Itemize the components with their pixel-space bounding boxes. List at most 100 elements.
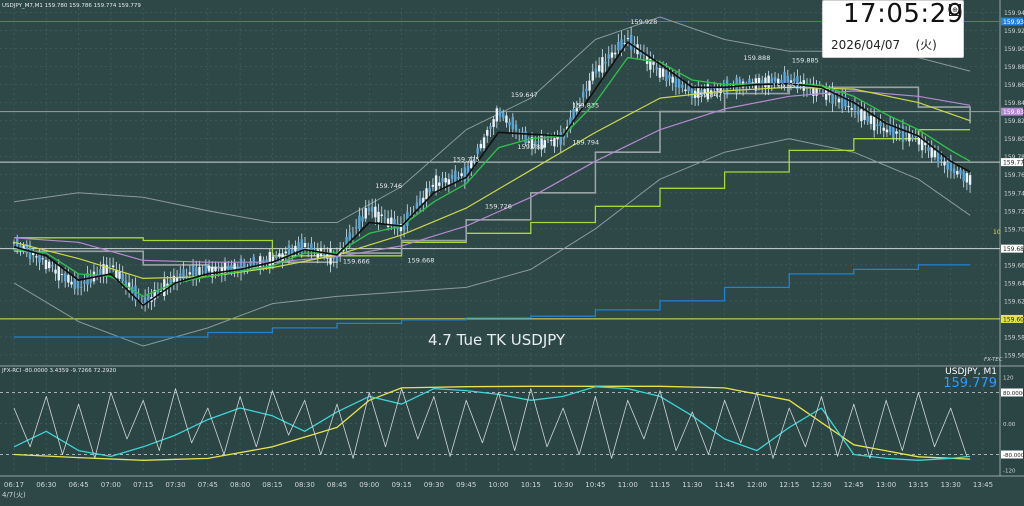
- candle-body: [777, 78, 780, 84]
- candle-body: [639, 52, 642, 56]
- candle-body: [543, 140, 547, 148]
- candle-body: [220, 267, 224, 275]
- candle-body: [316, 249, 319, 259]
- candle-body: [300, 239, 303, 253]
- candle-body: [968, 175, 972, 185]
- candle-body: [716, 88, 719, 91]
- clock-date: 2026/04/07 (火): [831, 36, 937, 53]
- candle-body: [594, 68, 598, 74]
- candle-body: [629, 34, 633, 50]
- candle-body: [236, 267, 240, 270]
- series-step-blue: [14, 264, 971, 338]
- series-rci-mid: [13, 386, 971, 461]
- price-mark-box: [1001, 107, 1023, 116]
- price-mark-label: 159.605: [1003, 316, 1024, 323]
- y-tick-label: 159.925: [1004, 28, 1024, 35]
- candle-body: [514, 124, 518, 131]
- price-annotation: 159.928: [630, 18, 657, 26]
- candle-body: [895, 131, 898, 134]
- candle-body: [172, 275, 176, 282]
- candle-body: [597, 65, 601, 72]
- price-mark-box: [1001, 158, 1023, 167]
- candle-body: [789, 80, 793, 83]
- x-tick-label: 09:30: [424, 481, 444, 489]
- candle-body: [127, 282, 131, 290]
- candle-body: [853, 104, 857, 110]
- candle-body: [850, 108, 853, 110]
- candle-body: [793, 78, 796, 82]
- candle-body: [159, 290, 163, 292]
- candle-body: [479, 143, 483, 149]
- candle-body: [431, 184, 435, 187]
- candle-body: [585, 88, 588, 92]
- y-tick-label: 159.765: [1004, 172, 1024, 179]
- candle-body: [812, 83, 815, 96]
- y-tick-label: 159.725: [1004, 208, 1024, 215]
- candle-body: [137, 296, 140, 298]
- candle-body: [262, 259, 265, 263]
- candle-body: [76, 280, 80, 289]
- candle-body: [278, 253, 281, 257]
- candle-body: [495, 108, 499, 122]
- candle-body: [936, 151, 940, 163]
- candle-body: [399, 224, 403, 232]
- x-tick-label: 12:15: [779, 481, 799, 489]
- candle-body: [949, 159, 953, 172]
- candle-body: [578, 104, 582, 106]
- rci-tick-label: 120: [1003, 376, 1014, 382]
- candle-body: [47, 261, 51, 269]
- candle-body: [697, 86, 700, 98]
- candle-body: [946, 162, 949, 170]
- candle-body: [687, 86, 690, 92]
- brand-logo-text: FX-TEC: [984, 357, 1003, 363]
- candle-body: [153, 289, 156, 300]
- candle-body: [872, 116, 876, 131]
- candle-body: [556, 136, 559, 140]
- candle-body: [287, 245, 291, 256]
- candle-body: [227, 265, 230, 271]
- candle-body: [204, 265, 208, 274]
- clock-widget: 17:05:29 ⊕ 2026/04/07 (火): [822, 0, 964, 58]
- candle-body: [671, 76, 674, 83]
- candle-body: [821, 92, 825, 94]
- y-tick-label: 159.825: [1004, 118, 1024, 125]
- candle-body: [588, 80, 591, 91]
- candle-body: [111, 265, 115, 268]
- candle-body: [473, 159, 476, 161]
- y-tick-label: 159.645: [1004, 280, 1024, 287]
- candle-body: [31, 251, 35, 256]
- candle-body: [677, 75, 681, 88]
- candle-body: [377, 211, 380, 222]
- candle-body: [191, 265, 195, 279]
- candle-body: [134, 285, 137, 302]
- candle-body: [840, 96, 844, 109]
- candle-body: [892, 125, 895, 138]
- candle-body: [879, 122, 882, 126]
- candle-body: [230, 264, 233, 272]
- candle-body: [438, 182, 441, 186]
- candle-body: [920, 137, 924, 151]
- candle-body: [482, 137, 486, 149]
- price-mark-label: 159.935: [1003, 19, 1024, 26]
- candle-body: [534, 141, 537, 146]
- candle-body: [914, 135, 917, 138]
- candle-body: [454, 170, 457, 183]
- clock-icon[interactable]: ⊕: [949, 4, 961, 16]
- candle-body: [79, 286, 83, 288]
- candle-body: [60, 273, 64, 275]
- symbol-header: USDJPY_M7,M1 159.780 159.786 159.774 159…: [2, 3, 141, 9]
- candle-body: [409, 214, 412, 216]
- candle-body: [674, 78, 678, 87]
- candle-body: [102, 264, 105, 276]
- candle-body: [239, 258, 243, 273]
- x-tick-label: 07:45: [198, 481, 218, 489]
- x-tick-label: 10:15: [521, 481, 541, 489]
- rci-tick-label: -80.0000: [1003, 453, 1024, 459]
- candle-body: [930, 146, 933, 158]
- candle-body: [406, 211, 409, 226]
- candle-body: [492, 119, 495, 128]
- candle-body: [933, 150, 937, 158]
- candle-body: [115, 269, 118, 279]
- candle-body: [767, 75, 770, 88]
